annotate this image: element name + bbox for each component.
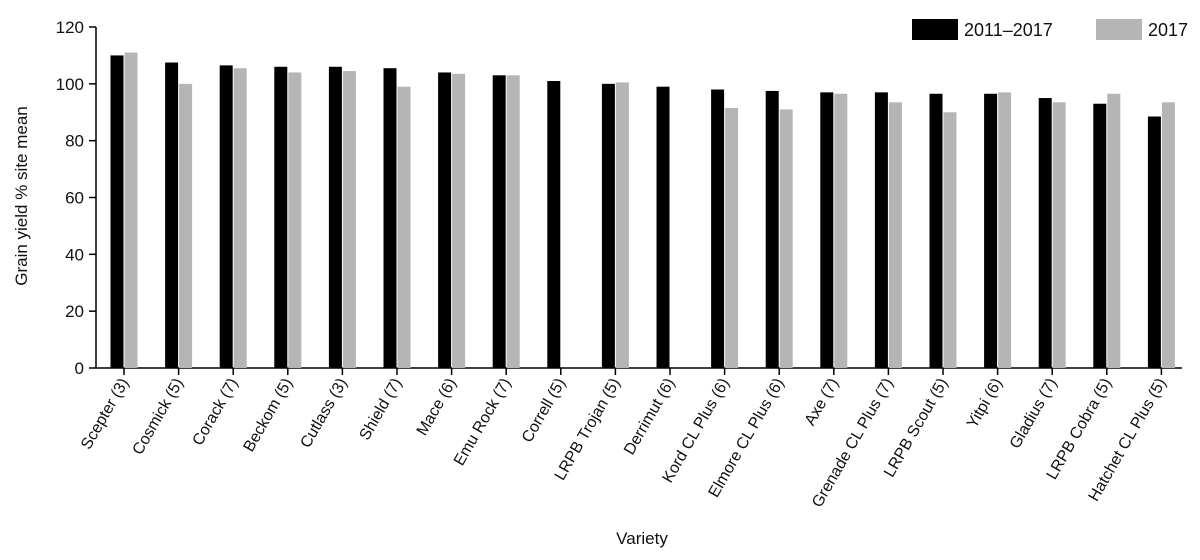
legend-label: 2017 [1148,20,1188,40]
bar-series2 [615,82,629,368]
bar-series2 [233,68,247,369]
bar-series2 [179,83,193,368]
legend: 2011–2017 2017 [912,19,1188,40]
bar-series1 [711,89,725,369]
bar-series1 [219,65,233,369]
bar-series2 [1107,93,1121,368]
x-tick-label: Emu Rock (7) [451,376,515,469]
x-axis-title: Variety [616,529,668,548]
bar-series1 [874,92,888,368]
bar-series1 [438,72,452,368]
bar-series1 [820,92,834,368]
bar-series1 [110,55,124,369]
bar-series1 [929,93,943,368]
bar-series1 [165,62,179,368]
y-tick-label: 100 [56,75,84,94]
legend-label: 2011–2017 [964,20,1053,40]
x-tick-label: Cutlass (3) [297,376,350,451]
bar-series2 [1052,102,1066,368]
legend-swatch [1096,19,1142,40]
y-tick-label: 0 [75,359,84,378]
bar-series1 [656,86,670,369]
bars [110,52,1175,369]
bar-series2 [998,92,1012,368]
bar-series1 [984,93,998,368]
bar-series2 [888,102,902,368]
x-tick-label: Beckom (5) [241,376,297,455]
x-tick-label: Cosmick (5) [130,376,187,458]
y-tick-label: 80 [65,132,84,151]
bar-series2 [779,109,793,369]
y-axis-title: Grain yield % site mean [12,106,31,286]
bar-series1 [547,80,561,368]
bar-series2 [124,52,138,368]
x-tick-label: Axe (7) [802,376,843,429]
bar-series2 [834,93,848,368]
bar-series2 [725,107,739,369]
bar-series2 [288,72,302,368]
bar-series2 [943,112,957,368]
y-tick-label: 20 [65,302,84,321]
x-tick-label: Gladius (7) [1007,376,1061,452]
bar-series1 [601,83,615,368]
x-tick-label: Corack (7) [190,376,242,449]
bar-series1 [1147,116,1161,368]
bar-series2 [342,71,356,368]
bar-series1 [492,75,506,368]
x-tick-label: Scepter (3) [78,376,132,453]
bar-series2 [506,75,520,368]
bar-series1 [274,66,288,369]
bar-series2 [452,73,466,368]
bar-series2 [1161,102,1175,368]
y-tick-label: 120 [56,18,84,37]
y-tick-label: 60 [65,189,84,208]
bar-series1 [1038,98,1052,369]
x-axis-labels: Scepter (3)Cosmick (5) Corack (7)Beckom (… [78,368,1170,511]
x-tick-label: Yitpi (6) [964,376,1006,432]
bar-series2 [397,86,411,369]
y-tick-label: 40 [65,245,84,264]
bar-series1 [1093,103,1107,368]
x-tick-label: Correll (5) [519,376,569,446]
x-tick-label: Derrimut (6) [621,376,678,458]
bar-series1 [383,68,397,369]
bar-series1 [765,90,779,368]
bar-series1 [328,66,342,369]
x-tick-label: Mace (6) [414,376,460,439]
y-axis: 0 20 40 60 80 100 120 [56,18,1182,378]
x-tick-label: Shield (7) [356,376,405,444]
legend-swatch [912,19,958,40]
